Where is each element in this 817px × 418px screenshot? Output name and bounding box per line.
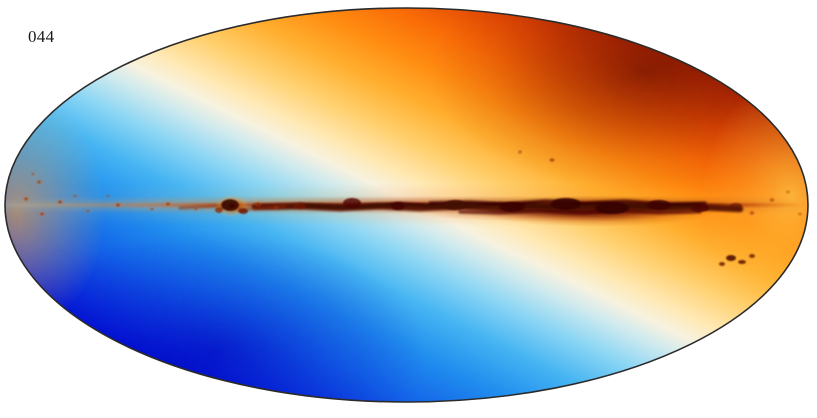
frequency-band-label: 044 bbox=[28, 27, 55, 46]
mollweide-outline bbox=[4, 7, 809, 403]
